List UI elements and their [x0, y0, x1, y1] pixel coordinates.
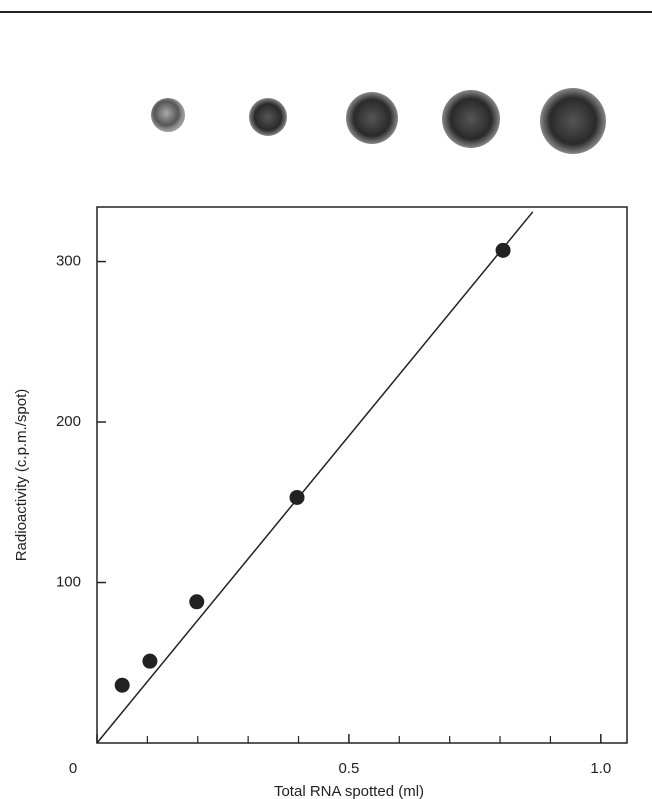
- dot-blot: [151, 88, 606, 154]
- x-axis-label: Total RNA spotted (ml): [274, 783, 424, 799]
- blot-spot: [249, 98, 287, 136]
- y-tick-label: 300: [56, 253, 81, 270]
- y-tick-label: 200: [56, 413, 81, 430]
- plot-frame: [97, 207, 627, 743]
- data-point: [189, 594, 204, 609]
- blot-spot: [346, 92, 398, 144]
- blot-spot: [540, 88, 606, 154]
- fit-line: [97, 212, 533, 743]
- data-point: [496, 243, 511, 258]
- x-tick-label: 0.5: [338, 760, 359, 777]
- data-point: [142, 654, 157, 669]
- x-tick-label: 1.0: [590, 760, 611, 777]
- data-point: [115, 678, 130, 693]
- y-axis-label: Radioactivity (c.p.m./spot): [13, 389, 30, 562]
- data-point: [290, 490, 305, 505]
- y-tick-label: 100: [56, 573, 81, 590]
- x-tick-label: 0: [69, 760, 77, 777]
- blot-spot: [151, 98, 185, 132]
- page: {"chart_data": { "type": "scatter", "x_l…: [0, 0, 652, 799]
- chart: Total RNA spotted (ml) Radioactivity (c.…: [0, 0, 652, 799]
- blot-spot: [442, 90, 500, 148]
